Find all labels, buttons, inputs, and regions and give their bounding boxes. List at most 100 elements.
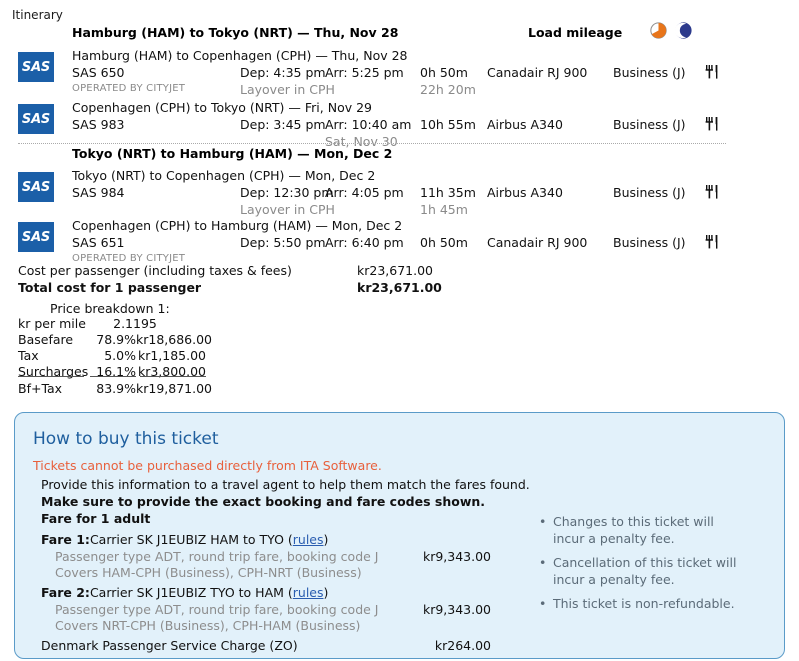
segment-layover-duration: 1h 45m <box>420 202 468 217</box>
list-item: Changes to this ticket will incur a pena… <box>539 513 739 547</box>
fare-2-desc-end: ) <box>323 585 329 600</box>
breakdown-row-name: Surcharges <box>18 364 89 379</box>
kr-per-mile-label: kr per mile <box>18 316 86 331</box>
segment-equipment: Canadair RJ 900 <box>487 65 588 80</box>
breakdown-rule <box>140 376 206 377</box>
segment-flight-number: SAS 650 <box>72 65 125 80</box>
list-item: This ticket is non-refundable. <box>539 595 739 612</box>
segment-arrival: Arr: 6:40 pm <box>325 235 404 250</box>
carrier-logo: SAS <box>18 172 54 202</box>
segment-cabin: Business (J) <box>613 235 686 250</box>
fare-1-rules-link[interactable]: rules <box>292 532 324 547</box>
charge-label: Denmark Passenger Service Charge (ZO) <box>41 638 298 653</box>
fare-2-desc: Carrier SK J1EUBIZ TYO to HAM ( <box>89 585 293 600</box>
itinerary-label: Itinerary <box>12 8 63 22</box>
fare-1-title: Fare 1:Carrier SK J1EUBIZ HAM to TYO (ru… <box>41 532 328 547</box>
segment-cabin: Business (J) <box>613 65 686 80</box>
segment-operated-by: OPERATED BY CITYJET <box>72 83 186 94</box>
mileage-icons <box>650 22 692 39</box>
segment-departure: Dep: 4:35 pm <box>240 65 326 80</box>
fare-1-line2: Passenger type ADT, round trip fare, boo… <box>55 549 379 564</box>
fare-2-label: Fare 2: <box>41 585 90 600</box>
breakdown-total-name: Bf+Tax <box>18 381 63 396</box>
carrier-logo: SAS <box>18 52 54 82</box>
charge-amount: kr264.00 <box>434 638 491 653</box>
total-cost-value: kr23,671.00 <box>357 280 442 295</box>
cost-per-passenger-label: Cost per passenger (including taxes & fe… <box>18 263 292 278</box>
segment-equipment: Canadair RJ 900 <box>487 235 588 250</box>
instruction-text: Provide this information to a travel age… <box>41 477 530 492</box>
breakdown-rule <box>90 376 136 377</box>
segment-route: Copenhagen (CPH) to Tokyo (NRT) — Fri, N… <box>72 100 372 115</box>
segment-arrival: Arr: 10:40 am <box>325 117 412 132</box>
fork-knife-icon <box>703 183 721 204</box>
ticket-notes-list: Changes to this ticket will incur a pena… <box>539 513 739 619</box>
fare-2-title: Fare 2:Carrier SK J1EUBIZ TYO to HAM (ru… <box>41 585 328 600</box>
carrier-logo: SAS <box>18 104 54 134</box>
segment-departure: Dep: 12:30 pm <box>240 185 334 200</box>
segment-arrival-day: Sat, Nov 30 <box>325 134 398 149</box>
segment-equipment: Airbus A340 <box>487 185 563 200</box>
pie-chart-icon[interactable] <box>650 22 667 39</box>
fare-2-line2: Passenger type ADT, round trip fare, boo… <box>55 602 379 617</box>
kr-per-mile-value: 2.1195 <box>113 316 157 331</box>
how-to-buy-panel: How to buy this ticket Tickets cannot be… <box>14 412 785 659</box>
segment-arrival: Arr: 4:05 pm <box>325 185 404 200</box>
segment-layover: Layover in CPH <box>240 202 335 217</box>
fare-1-label: Fare 1: <box>41 532 90 547</box>
segment-route: Hamburg (HAM) to Copenhagen (CPH) — Thu,… <box>72 48 408 63</box>
total-cost-label: Total cost for 1 passenger <box>18 280 202 295</box>
segment-layover-duration: 22h 20m <box>420 82 476 97</box>
segment-duration: 11h 35m <box>420 185 476 200</box>
breakdown-rule <box>18 376 84 377</box>
fare-2-rules-link[interactable]: rules <box>292 585 324 600</box>
segment-departure: Dep: 3:45 pm <box>240 117 326 132</box>
load-mileage-label: Load mileage <box>528 25 623 40</box>
segment-flight-number: SAS 983 <box>72 117 125 132</box>
fare-2-amount: kr9,343.00 <box>422 602 491 617</box>
carrier-logo: SAS <box>18 222 54 252</box>
fare-1-amount: kr9,343.00 <box>422 549 491 564</box>
fare-for-text: Fare for 1 adult <box>41 511 151 526</box>
fare-1-line3: Covers HAM-CPH (Business), CPH-NRT (Busi… <box>55 565 362 580</box>
breakdown-row-value: kr1,185.00 <box>137 348 206 363</box>
segment-duration: 0h 50m <box>420 65 468 80</box>
fork-knife-icon <box>703 233 721 254</box>
purchase-warning: Tickets cannot be purchased directly fro… <box>33 458 382 473</box>
breakdown-row-value: kr18,686.00 <box>136 332 212 347</box>
segment-duration: 0h 50m <box>420 235 468 250</box>
price-breakdown-title: Price breakdown 1: <box>50 301 170 316</box>
segment-flight-number: SAS 651 <box>72 235 125 250</box>
breakdown-row-value: kr3,800.00 <box>137 364 206 379</box>
section-divider <box>18 143 726 144</box>
segment-operated-by: OPERATED BY CITYJET <box>72 253 186 264</box>
list-item: Cancellation of this ticket will incur a… <box>539 554 739 588</box>
fare-1-desc: Carrier SK J1EUBIZ HAM to TYO ( <box>89 532 293 547</box>
breakdown-total-pct: 83.9% <box>96 381 136 396</box>
segment-departure: Dep: 5:50 pm <box>240 235 326 250</box>
how-to-buy-title: How to buy this ticket <box>33 429 219 449</box>
fare-1-desc-end: ) <box>323 532 329 547</box>
breakdown-row-pct: 5.0% <box>104 348 136 363</box>
segment-arrival: Arr: 5:25 pm <box>325 65 404 80</box>
segment-equipment: Airbus A340 <box>487 117 563 132</box>
segment-duration: 10h 55m <box>420 117 476 132</box>
breakdown-row-pct: 16.1% <box>96 364 136 379</box>
trip-heading-return: Tokyo (NRT) to Hamburg (HAM) — Mon, Dec … <box>72 146 393 161</box>
segment-route: Tokyo (NRT) to Copenhagen (CPH) — Mon, D… <box>72 168 376 183</box>
segment-cabin: Business (J) <box>613 117 686 132</box>
moon-icon[interactable] <box>675 22 692 39</box>
fork-knife-icon <box>703 115 721 136</box>
fare-2-line3: Covers NRT-CPH (Business), CPH-HAM (Busi… <box>55 618 361 633</box>
segment-route: Copenhagen (CPH) to Hamburg (HAM) — Mon,… <box>72 218 403 233</box>
segment-cabin: Business (J) <box>613 185 686 200</box>
cost-per-passenger-value: kr23,671.00 <box>357 263 433 278</box>
breakdown-row-name: Basefare <box>18 332 74 347</box>
fork-knife-icon <box>703 63 721 84</box>
trip-heading-outbound: Hamburg (HAM) to Tokyo (NRT) — Thu, Nov … <box>72 25 399 40</box>
segment-layover: Layover in CPH <box>240 82 335 97</box>
breakdown-row-name: Tax <box>18 348 39 363</box>
breakdown-total-value: kr19,871.00 <box>136 381 212 396</box>
segment-flight-number: SAS 984 <box>72 185 125 200</box>
